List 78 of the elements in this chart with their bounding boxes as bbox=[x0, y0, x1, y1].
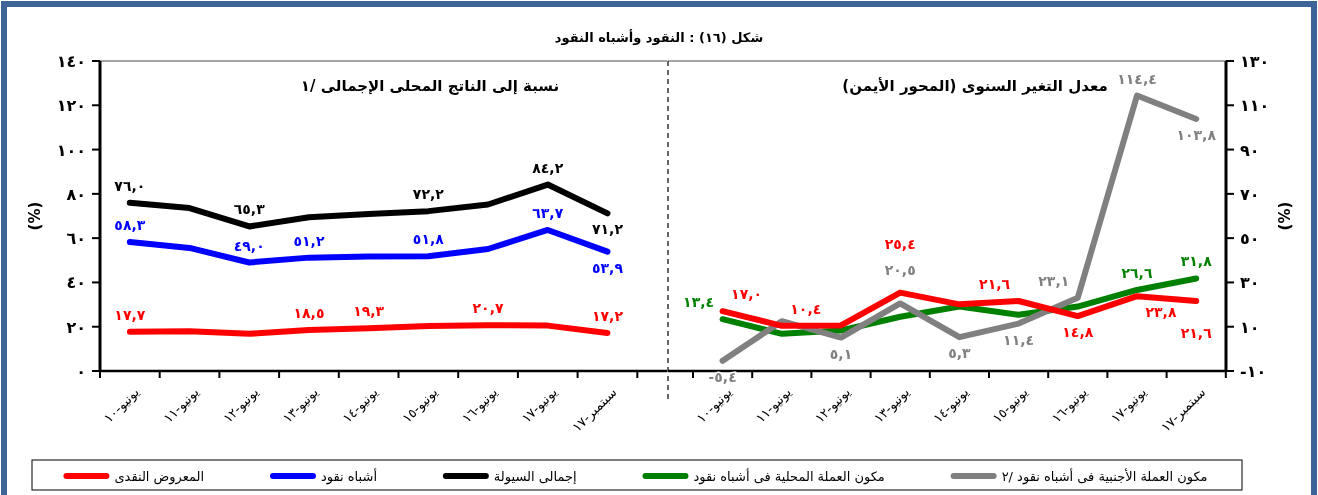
legend-label: مكون العملة الأجنبية فى أشباه نقود /٢ bbox=[1001, 468, 1208, 485]
y2-tick-label: ٥٠ bbox=[1240, 229, 1260, 249]
data-label: ١٠,٤ bbox=[790, 300, 822, 317]
data-label: ٧٢,٢ bbox=[412, 186, 445, 203]
y-tick-label: ١٤٠ bbox=[56, 52, 86, 71]
y2-tick-label: ١٠ bbox=[1240, 317, 1260, 337]
data-label: ٨٤,٢ bbox=[532, 159, 564, 176]
data-label: ٥١,٢ bbox=[293, 232, 325, 249]
y2-tick-label: ٣٠ bbox=[1240, 273, 1260, 293]
data-label: ١٧,٢ bbox=[591, 307, 624, 324]
y-tick-label: ٦٠ bbox=[66, 229, 86, 249]
y-axis-title: (%) bbox=[26, 201, 44, 231]
data-label: ١١,٤ bbox=[1003, 331, 1035, 348]
y2-tick-label: -١٠ bbox=[1240, 362, 1267, 381]
y-tick-label: ١٠٠ bbox=[56, 140, 86, 160]
y2-tick-label: ٩٠ bbox=[1240, 140, 1260, 160]
data-label: ٧١,٢ bbox=[591, 221, 624, 238]
data-label: ١٨,٥ bbox=[293, 305, 325, 322]
data-label: -٥,٤ bbox=[708, 368, 737, 385]
y-tick-label: ٠ bbox=[76, 362, 86, 381]
x-tick-label: يونيو-١٧ bbox=[518, 384, 561, 427]
x-tick-label: يونيو-١٦ bbox=[1048, 384, 1091, 427]
legend-label: المعروض النقدى bbox=[114, 469, 205, 485]
text: معدل التغير السنوى (المحور الأيمن) bbox=[842, 77, 1108, 95]
x-tick-label: يونيو-١٤ bbox=[339, 384, 382, 427]
data-label: ٢١,٦ bbox=[979, 276, 1011, 293]
data-label: ٢٣,١ bbox=[1038, 272, 1070, 289]
x-tick-label: يونيو-١٥ bbox=[989, 384, 1032, 427]
y-tick-label: ١٢٠ bbox=[56, 96, 86, 116]
y2-tick-label: ٧٠ bbox=[1240, 184, 1260, 204]
chart-title: شكل (١٦) : النقود وأشباه النقود bbox=[554, 29, 764, 45]
data-label: ٦٣,٧ bbox=[532, 204, 564, 221]
legend-label: أشباه نقود bbox=[320, 468, 378, 485]
data-label: ٤٩,٠ bbox=[233, 237, 265, 254]
x-tick-label: يونيو-١٣ bbox=[871, 384, 914, 427]
data-label: ٢٠,٥ bbox=[884, 262, 916, 279]
y-tick-label: ٤٠ bbox=[66, 273, 86, 293]
legend-label: إجمالى السيولة bbox=[493, 469, 577, 485]
data-label: ٦٥,٣ bbox=[233, 201, 266, 218]
x-tick-label: يونيو-١٢ bbox=[220, 384, 263, 427]
data-label: ٥,٣ bbox=[948, 345, 972, 362]
x-tick-label: يونيو-١١ bbox=[752, 384, 795, 427]
data-label: ٢٥,٤ bbox=[884, 235, 916, 252]
x-tick-label: يونيو-١٤ bbox=[930, 384, 973, 427]
data-label: ٥١,٨ bbox=[412, 231, 445, 248]
legend-label: مكون العملة المحلية فى أشباه نقود bbox=[693, 468, 885, 485]
data-label: ٢٦,٦ bbox=[1121, 264, 1153, 281]
data-label: ٢٠,٧ bbox=[472, 300, 504, 317]
x-tick-label: يونيو-١٢ bbox=[811, 384, 855, 427]
y2-tick-label: ١٣٠ bbox=[1240, 52, 1270, 71]
x-tick-label: يونيو-١٣ bbox=[279, 384, 323, 427]
text: نسبة إلى الناتج المحلى الإجمالى /١ bbox=[300, 77, 560, 95]
data-label: ١٧,٠ bbox=[731, 286, 763, 303]
x-tick-label: يونيو-١٦ bbox=[458, 384, 502, 427]
y-tick-label: ٢٠ bbox=[66, 317, 86, 337]
y2-axis-title: (%) bbox=[1276, 201, 1294, 231]
data-label: ٢١,٦ bbox=[1180, 325, 1213, 342]
y-tick-label: ٨٠ bbox=[66, 184, 86, 204]
data-label: ١٤,٨ bbox=[1062, 324, 1094, 341]
data-label: ٧٦,٠ bbox=[114, 177, 146, 194]
data-label: ٥,١ bbox=[829, 345, 853, 362]
data-label: ٢٣,٨ bbox=[1145, 304, 1177, 321]
data-label: ١١٤,٤ bbox=[1117, 70, 1157, 87]
x-tick-label: يونيو-١٠ bbox=[100, 384, 143, 427]
data-label: ١٣,٤ bbox=[683, 294, 715, 311]
x-tick-label: يونيو-١١ bbox=[160, 384, 203, 427]
data-label: ١٩,٣ bbox=[353, 303, 385, 320]
data-label: ١٠٣,٨ bbox=[1176, 127, 1217, 144]
y2-tick-label: ١١٠ bbox=[1240, 96, 1270, 116]
data-label: ١٧,٧ bbox=[114, 306, 146, 323]
data-label: ٥٨,٣ bbox=[114, 216, 146, 233]
x-tick-label: يونيو-١٠ bbox=[693, 384, 736, 427]
x-tick-label: سبتمبر-١٧ bbox=[1158, 384, 1210, 436]
x-tick-label: يونيو-١٧ bbox=[1107, 384, 1151, 427]
x-tick-label: سبتمبر-١٧ bbox=[569, 384, 621, 436]
data-label: ٣١,٨ bbox=[1180, 253, 1213, 270]
x-tick-label: يونيو-١٥ bbox=[399, 384, 442, 427]
data-label: ٥٣,٩ bbox=[591, 259, 624, 276]
